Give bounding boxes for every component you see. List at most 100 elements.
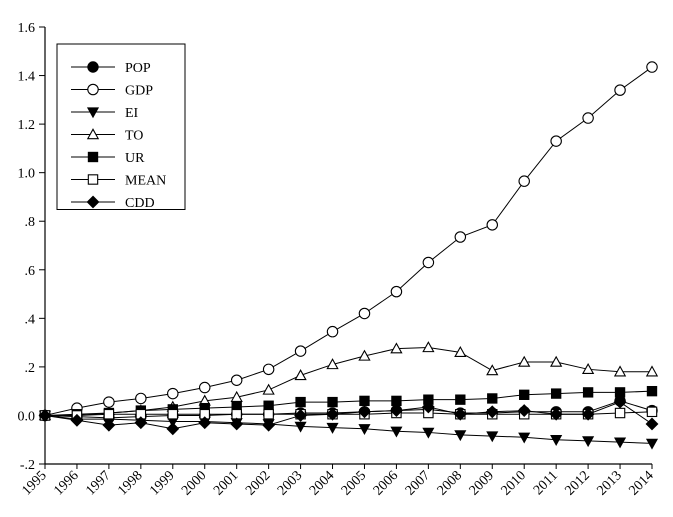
data-point-ur <box>455 394 466 405</box>
data-point-to <box>326 358 339 370</box>
legend-label-to: TO <box>125 129 143 144</box>
data-point-cdd <box>549 407 563 421</box>
y-tick-label: .6 <box>25 264 36 279</box>
data-point-ei <box>614 437 627 449</box>
data-point-cdd <box>517 404 531 418</box>
data-point-ur <box>519 389 530 400</box>
data-point-to <box>518 355 531 367</box>
data-point-cdd <box>453 407 467 421</box>
data-point-to <box>454 345 467 358</box>
data-point-ei <box>294 421 307 433</box>
y-tick-label: .4 <box>25 312 36 327</box>
x-tick-label: 1996 <box>51 468 81 498</box>
data-point-ei <box>550 435 563 446</box>
y-tick-label: 0.0 <box>18 409 36 424</box>
data-point-ei <box>358 424 371 436</box>
data-point-gdp <box>358 307 371 320</box>
y-tick-label: .2 <box>25 361 36 376</box>
legend-label-gdp: GDP <box>125 84 153 99</box>
data-point-ei <box>518 432 531 444</box>
data-point-to <box>581 362 595 375</box>
series-to <box>38 341 659 421</box>
series-group <box>38 61 659 450</box>
data-point-gdp <box>454 231 467 243</box>
data-point-gdp <box>550 135 562 147</box>
y-tick-label: 1.4 <box>18 70 36 85</box>
legend-label-cdd: CDD <box>125 196 155 211</box>
legend-label-ur: UR <box>125 151 145 166</box>
data-point-to <box>358 349 371 361</box>
x-tick-label: 1998 <box>115 468 145 498</box>
data-point-ur <box>582 387 594 398</box>
axes <box>44 27 652 465</box>
data-point-cdd <box>198 416 212 430</box>
data-point-mean <box>614 407 626 419</box>
data-point-to <box>550 355 563 367</box>
data-point-cdd <box>262 418 276 432</box>
data-point-ei <box>390 426 403 438</box>
series-ur <box>39 385 658 421</box>
legend-marker-ur <box>87 151 99 163</box>
legend-box <box>56 43 186 210</box>
legend-label-pop: POP <box>125 61 151 76</box>
data-point-cdd <box>645 417 659 431</box>
series-line-ur <box>44 390 653 416</box>
data-point-cdd <box>230 417 244 431</box>
y-tick-label: 1.2 <box>18 118 36 133</box>
x-tick-label: 2009 <box>467 468 497 498</box>
data-point-to <box>262 383 275 395</box>
data-point-ei <box>422 427 435 439</box>
data-point-mean <box>646 406 658 418</box>
data-point-to <box>390 342 403 354</box>
data-point-gdp <box>167 387 179 400</box>
x-tick-label: 2005 <box>339 468 369 498</box>
series-line-ei <box>44 414 653 444</box>
data-point-gdp <box>390 285 403 298</box>
x-tick-label: 2011 <box>531 468 561 498</box>
data-point-mean <box>263 409 274 420</box>
series-mean <box>39 406 658 421</box>
data-point-ur <box>487 393 498 404</box>
data-point-cdd <box>485 405 499 419</box>
x-tick-label: 2010 <box>499 468 529 498</box>
data-point-cdd <box>389 404 403 418</box>
x-tick-label: 1999 <box>147 468 177 498</box>
data-point-cdd <box>613 395 627 409</box>
legend: POP GDP EI TO UR MEAN CDD <box>56 43 186 211</box>
legend-label-mean: MEAN <box>125 174 166 189</box>
data-point-gdp <box>294 345 307 357</box>
y-tick-label: 1.6 <box>18 21 36 36</box>
y-axis-ticks: -.2 0.0 .2 .4 .6 .8 1.0 1.2 1.4 1.6 <box>18 21 45 473</box>
data-point-gdp <box>646 61 658 73</box>
data-point-mean <box>231 409 242 420</box>
legend-marker-to <box>86 128 100 140</box>
legend-marker-gdp <box>87 83 99 96</box>
data-point-cdd <box>294 409 308 422</box>
legend-label-ei: EI <box>125 106 139 121</box>
x-tick-label: 2012 <box>563 468 593 498</box>
x-tick-label: 2008 <box>435 468 465 498</box>
data-point-ei <box>645 438 659 450</box>
x-tick-label: 2001 <box>211 468 241 498</box>
data-point-gdp <box>262 363 275 376</box>
data-point-mean <box>103 409 115 420</box>
y-tick-label: 1.0 <box>18 167 36 182</box>
data-point-cdd <box>581 407 595 421</box>
data-point-to <box>613 365 627 377</box>
series-line-to <box>45 346 652 416</box>
x-tick-label: 2000 <box>179 468 209 498</box>
data-point-ur <box>359 395 370 407</box>
data-point-ur <box>646 385 658 397</box>
x-tick-label: 2014 <box>626 468 656 498</box>
data-point-to <box>294 369 307 381</box>
data-point-mean <box>167 409 179 420</box>
data-point-ur <box>614 387 626 398</box>
data-point-cdd <box>38 409 52 422</box>
data-point-gdp <box>198 381 211 394</box>
x-tick-label: 2003 <box>275 468 305 498</box>
data-point-cdd <box>326 407 339 421</box>
x-axis-ticks: 1995 1996 1997 1998 1999 2000 2001 2002 2003 2004… <box>19 464 657 499</box>
legend-marker-ei <box>86 107 100 119</box>
data-point-gdp <box>135 392 147 405</box>
